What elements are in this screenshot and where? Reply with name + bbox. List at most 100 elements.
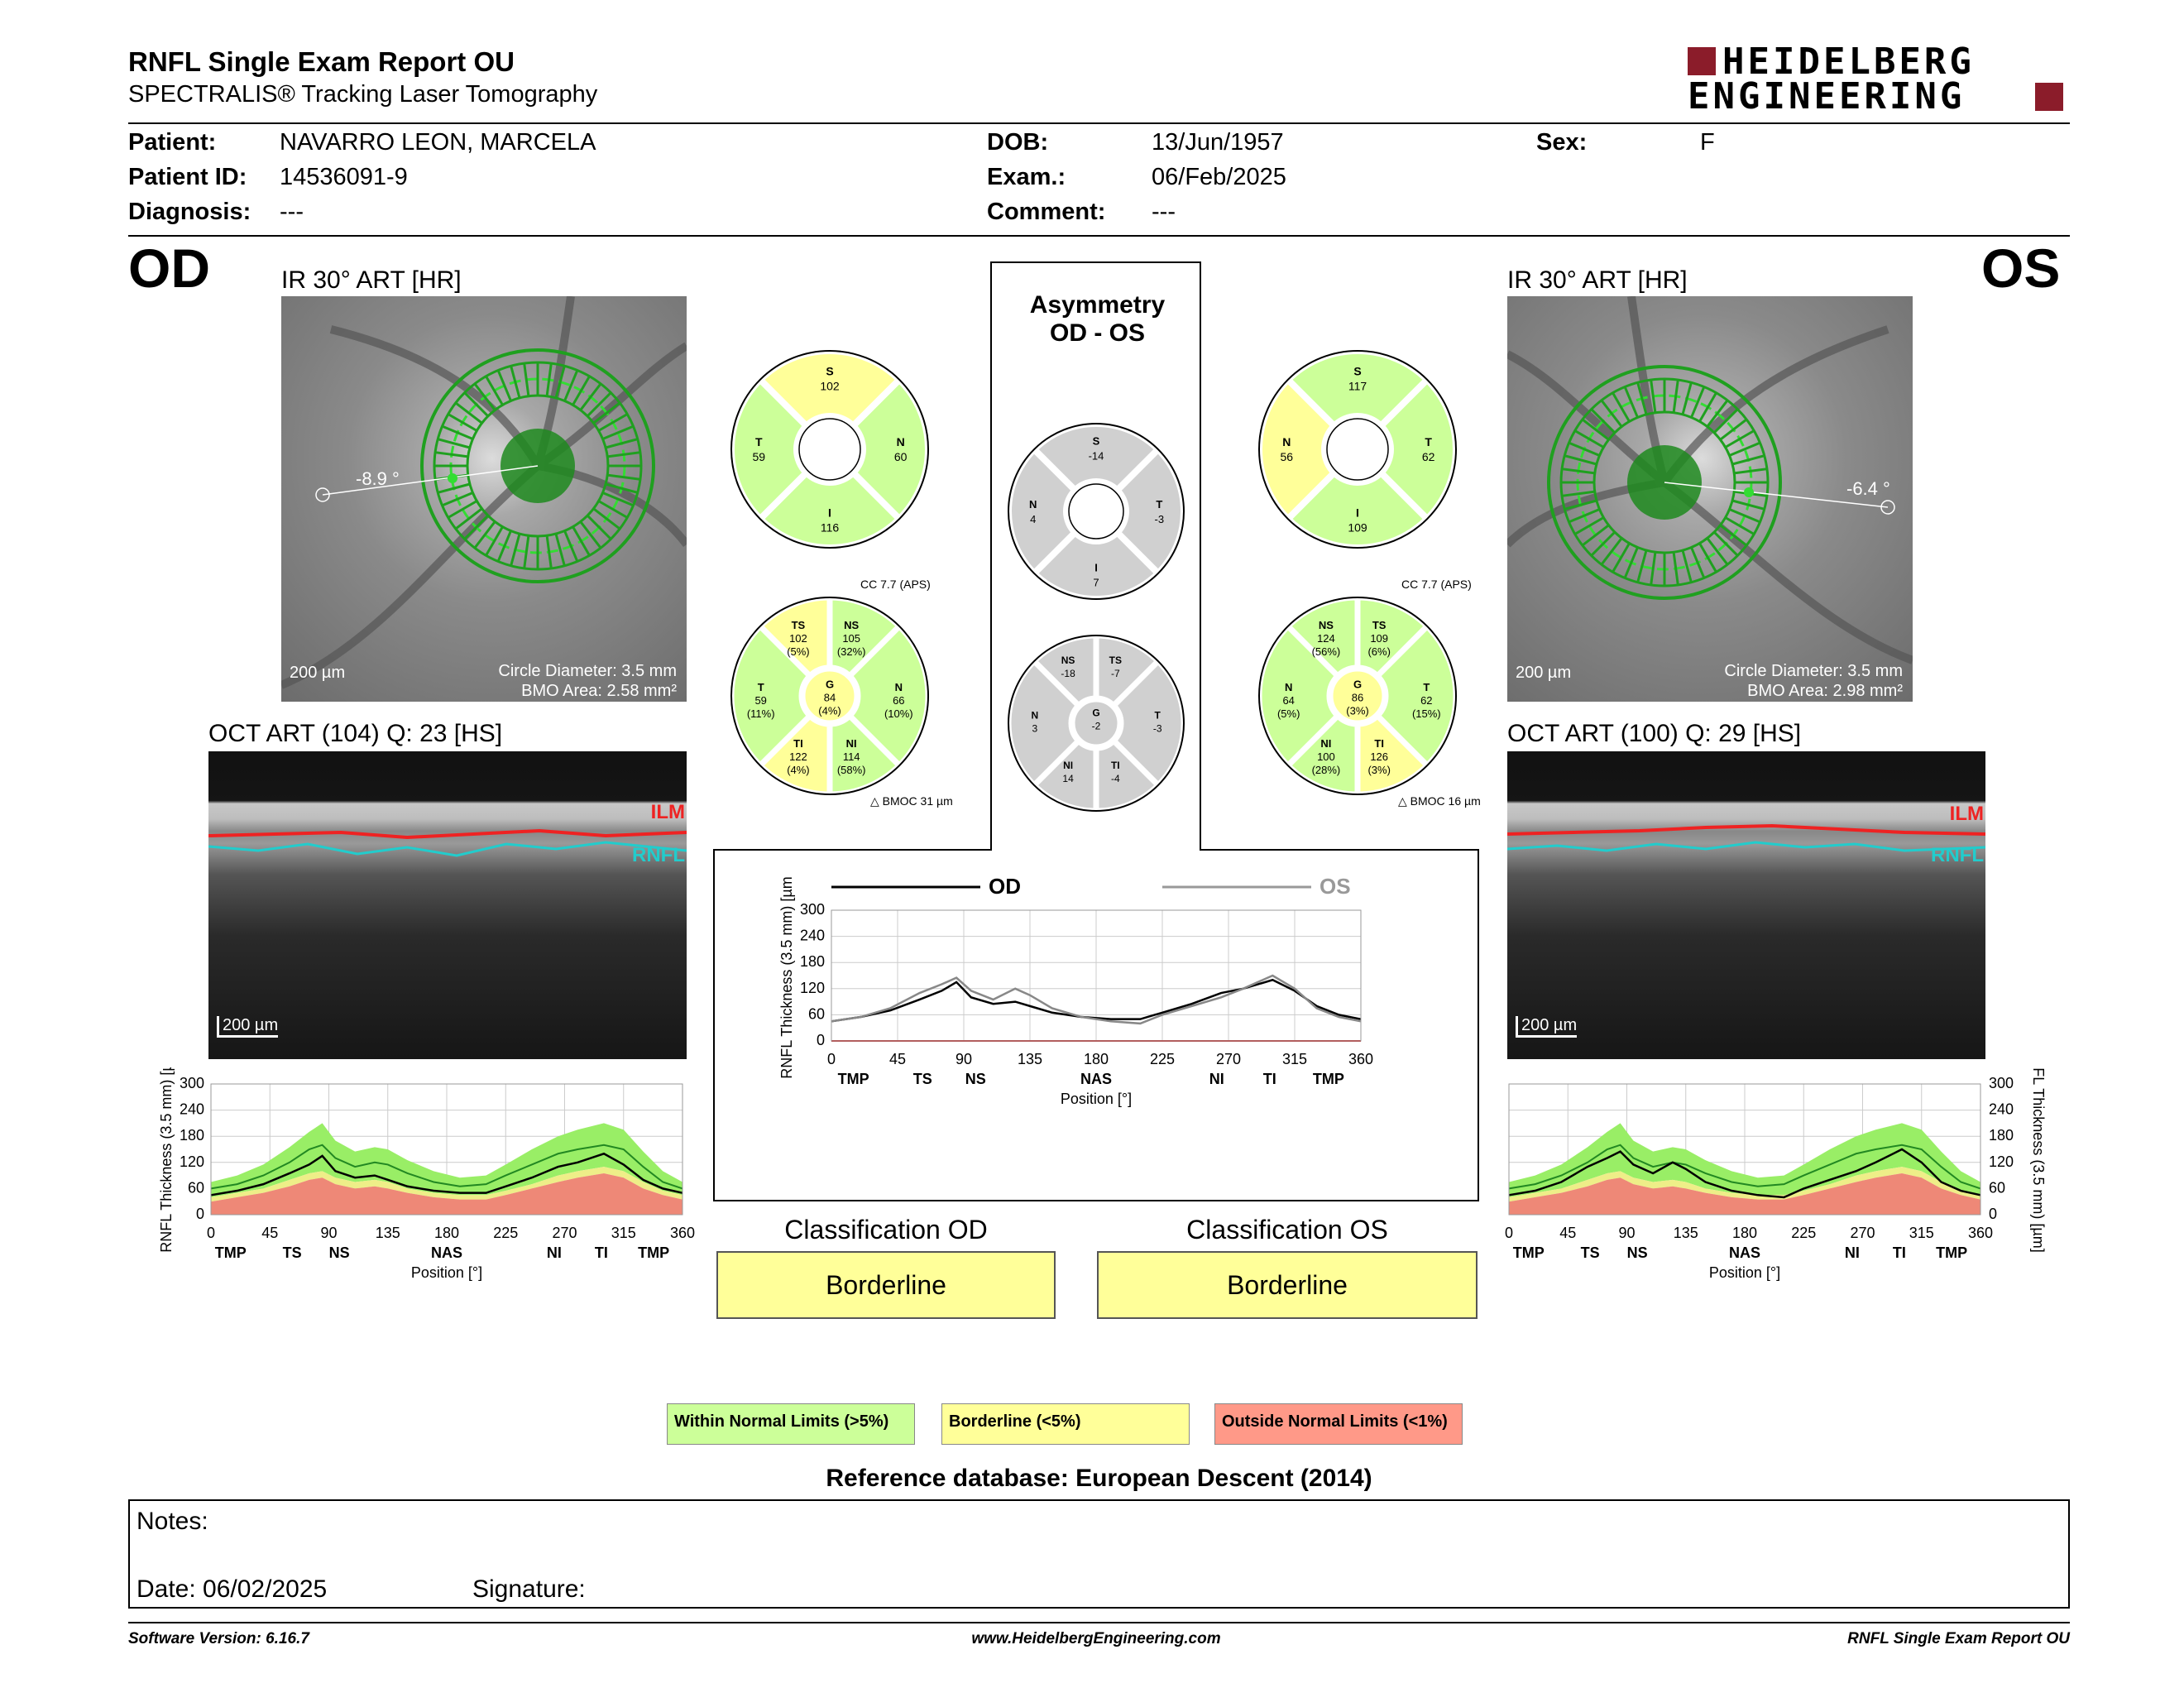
sector-label-i: I [1356, 506, 1359, 520]
sector-label-ns: NS [1319, 619, 1334, 631]
sector-value-g: -2 [1092, 721, 1101, 732]
sector-value-ti: 126 [1370, 750, 1388, 763]
sector-axis-label: NS [1627, 1244, 1648, 1261]
x-tick-label: 225 [1150, 1051, 1175, 1067]
sector-value-s: -14 [1089, 450, 1104, 463]
classification-od-box: Borderline [716, 1251, 1056, 1319]
borderline-band [211, 1167, 682, 1202]
os-oct-bscan: ILM RNFL 200 µm [1507, 751, 1985, 1059]
x-tick-label: 45 [261, 1225, 278, 1241]
sector-value-ts: -7 [1111, 668, 1120, 679]
heidelberg-logo: HEIDELBERG ENGINEERING [1688, 41, 2068, 117]
asymmetry-title-1: Asymmetry [1029, 291, 1166, 319]
asymmetry-quadrant-chart: S -14 T -3 I 7 N 4 [1007, 422, 1187, 602]
y-tick-label: 60 [808, 1005, 825, 1022]
notes-box: Notes: Date: 06/02/2025 Signature: [128, 1499, 2070, 1609]
sector-percent-g: (4%) [818, 704, 841, 717]
sector-axis-label: NAS [431, 1244, 462, 1261]
sector-label-t: T [1156, 498, 1162, 511]
sector-value-t: 59 [753, 450, 766, 463]
sector-percent-ni: (28%) [1312, 764, 1341, 776]
x-tick-label: 90 [956, 1051, 972, 1067]
y-tick-label: 300 [800, 901, 825, 918]
od-eye-label: OD [128, 237, 210, 299]
od-rnfl-label: RNFL [632, 844, 685, 866]
x-tick-label: 90 [1618, 1225, 1635, 1241]
sector-label-ns: NS [1061, 655, 1075, 666]
od-oct-scale: 200 µm [217, 1016, 279, 1038]
notes-date: Date: 06/02/2025 [136, 1575, 328, 1603]
notes-signature: Signature: [472, 1575, 586, 1603]
sector-axis-label: TI [595, 1244, 608, 1261]
x-tick-label: 135 [1018, 1051, 1042, 1067]
sector-label-t: T [755, 435, 763, 448]
sector-label-ti: TI [1374, 737, 1384, 750]
sector-value-t: -3 [1155, 513, 1165, 525]
os-sector-chart: NS124(56%)TS109(6%)T62(15%)N64(5%)NI100(… [1257, 596, 1459, 798]
sector-percent-ts: (5%) [787, 645, 809, 658]
sector-percent-n: (10%) [884, 707, 913, 720]
sector-label-t: T [1155, 710, 1161, 722]
y-tick-label: 240 [1989, 1101, 2014, 1118]
sector-value-ts: 102 [789, 632, 807, 645]
sector-label-ni: NI [846, 737, 857, 750]
legend-normal: Within Normal Limits (>5%) [667, 1403, 915, 1445]
normal-band [1509, 1123, 1980, 1197]
mean-line [210, 1144, 683, 1190]
outside-band [1509, 1172, 1980, 1215]
sector-percent-ti: (3%) [1367, 764, 1390, 776]
thickness-line [210, 1152, 683, 1196]
sector-label-ts: TS [1109, 655, 1122, 666]
legend-borderline: Borderline (<5%) [941, 1403, 1190, 1445]
x-tick-label: 180 [1732, 1225, 1757, 1241]
x-tick-label: 270 [1216, 1051, 1241, 1067]
os-ir-title: IR 30° ART [HR] [1507, 266, 1688, 294]
sector-axis-label: NS [329, 1244, 350, 1261]
od-circle-diameter: Circle Diameter: 3.5 mm [498, 662, 677, 680]
x-tick-label: 270 [552, 1225, 577, 1241]
sector-percent-t: (11%) [747, 707, 775, 720]
x-tick-label: 315 [1282, 1051, 1307, 1067]
sector-label-g: G [826, 678, 834, 690]
x-tick-label: 225 [1791, 1225, 1816, 1241]
x-tick-label: 360 [1348, 1051, 1373, 1067]
sector-label-n: N [1285, 681, 1292, 693]
y-tick-label: 0 [196, 1206, 204, 1222]
sector-label-ti: TI [793, 737, 803, 750]
sector-value-ni: 100 [1317, 750, 1335, 763]
asymmetry-sector-chart: NS -18 TS -7 T-3 N3 NI 14 TI -4 G -2 [1007, 634, 1187, 814]
sector-percent-ts: (6%) [1367, 645, 1390, 658]
sector-axis-label: TMP [1513, 1244, 1545, 1261]
sector-label-n: N [1031, 710, 1038, 722]
sector-axis-label: NI [1845, 1244, 1860, 1261]
classification-od-label: Classification OD [784, 1215, 988, 1244]
y-tick-label: 120 [180, 1153, 204, 1170]
sector-label-s: S [1093, 435, 1100, 448]
os-angle: -6.4 ° [1846, 478, 1890, 499]
od-angle: -8.9 ° [356, 468, 400, 489]
sector-value-g: 86 [1352, 691, 1363, 703]
sector-percent-g: (3%) [1346, 704, 1368, 717]
patient-name: NAVARRO LEON, MARCELA [280, 129, 596, 156]
x-tick-label: 0 [1505, 1225, 1513, 1241]
os-fundus-image: -6.4 ° 200 µm Circle Diameter: 3.5 mm BM… [1507, 296, 1913, 702]
patient-id: 14536091-9 [280, 164, 408, 190]
y-axis-label: RNFL Thickness (3.5 mm) [µm] [778, 877, 795, 1079]
sector-label-s: S [1353, 364, 1361, 377]
normal-band [211, 1123, 682, 1197]
sector-percent-t: (15%) [1412, 707, 1441, 720]
sex-value: F [1700, 129, 1715, 156]
os-oct-title: OCT ART (100) Q: 29 [HS] [1507, 720, 1802, 747]
sector-value-ni: 114 [843, 750, 860, 763]
os-cc-label: CC 7.7 (APS) [1401, 578, 1472, 591]
footer-website[interactable]: www.HeidelbergEngineering.com [971, 1630, 1221, 1647]
sector-label-t: T [1423, 681, 1430, 693]
x-tick-label: 0 [207, 1225, 215, 1241]
sector-axis-label: NAS [1729, 1244, 1760, 1261]
od-oct-title: OCT ART (104) Q: 23 [HS] [208, 720, 503, 747]
x-tick-label: 135 [376, 1225, 400, 1241]
sector-axis-label: TMP [215, 1244, 247, 1261]
sector-percent-n: (5%) [1277, 707, 1300, 720]
